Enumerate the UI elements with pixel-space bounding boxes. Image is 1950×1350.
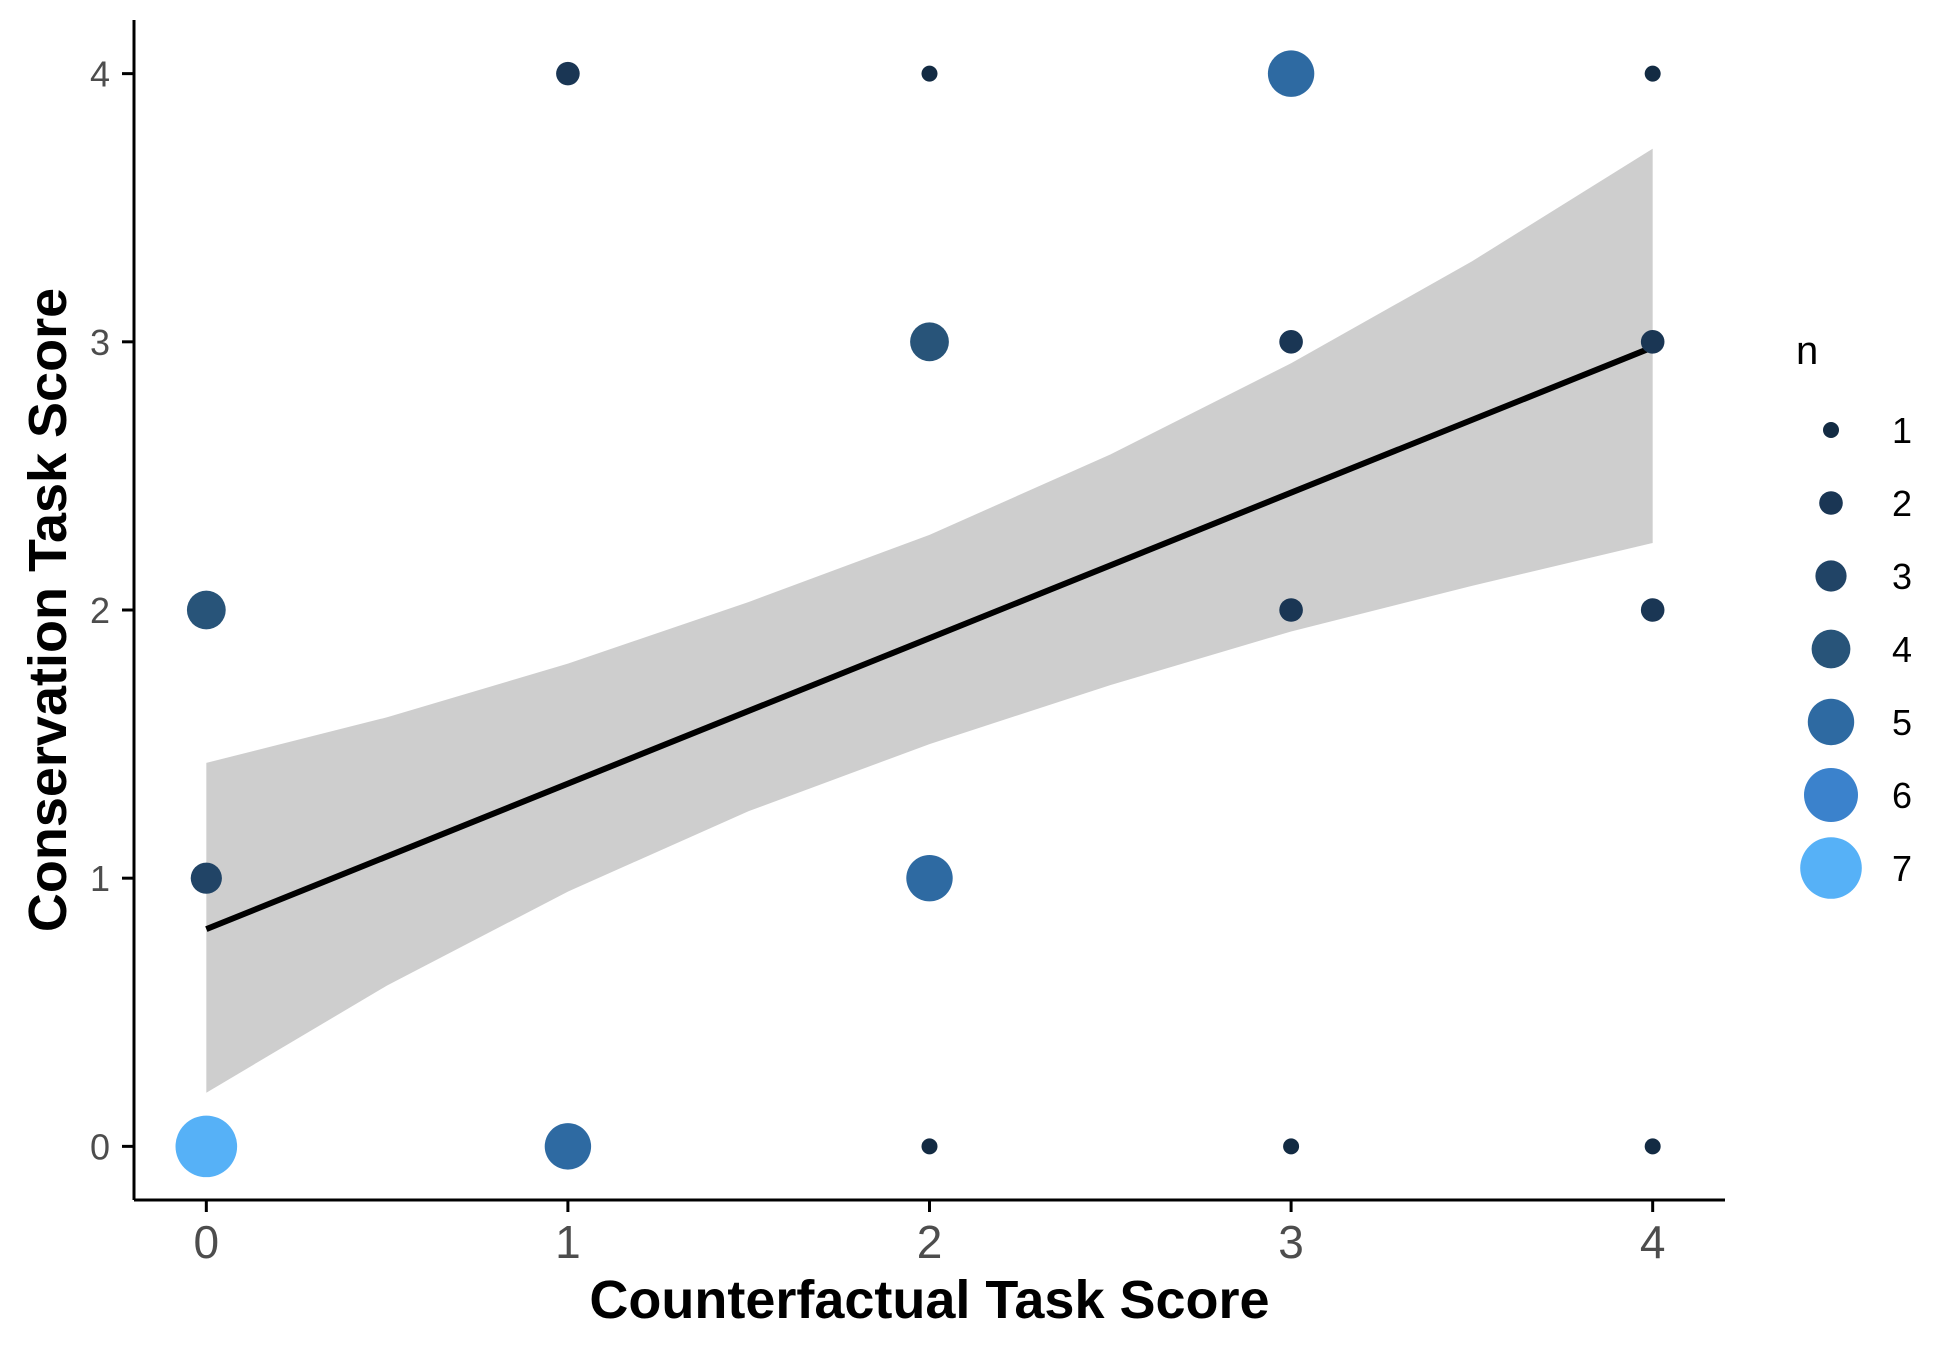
legend-label: 7 — [1892, 848, 1912, 889]
legend-key — [1807, 698, 1855, 746]
legend-label: 5 — [1892, 702, 1912, 743]
legend-key — [1823, 422, 1839, 438]
confidence-band-layer — [206, 148, 1653, 1093]
x-tick-label: 0 — [194, 1216, 220, 1268]
fit-line — [205, 344, 1654, 932]
data-point — [921, 65, 938, 82]
data-point — [910, 322, 949, 362]
y-tick-label: 0 — [90, 1126, 110, 1167]
data-point — [1279, 598, 1303, 622]
x-tick-label: 1 — [555, 1216, 581, 1268]
y-tick-label: 1 — [90, 858, 110, 899]
data-point — [1283, 1138, 1300, 1155]
x-tick-label: 2 — [917, 1216, 943, 1268]
data-point — [921, 1138, 938, 1155]
y-tick-label: 2 — [90, 590, 110, 631]
legend-label: 4 — [1892, 629, 1912, 670]
data-point — [1279, 330, 1303, 354]
legend-label: 3 — [1892, 556, 1912, 597]
data-point — [1644, 65, 1661, 82]
data-point — [175, 1115, 238, 1178]
data-point — [1644, 1138, 1661, 1155]
data-points-layer — [175, 50, 1665, 1178]
legend-label: 6 — [1892, 775, 1912, 816]
legend-key — [1819, 491, 1843, 515]
data-point — [186, 590, 226, 630]
confidence-band — [206, 148, 1653, 1093]
data-point — [906, 854, 953, 902]
legend-title: n — [1796, 329, 1818, 373]
legend-key — [1804, 768, 1858, 822]
legend-label: 1 — [1892, 410, 1912, 451]
data-point — [556, 61, 580, 86]
legend-key — [1800, 837, 1862, 899]
data-point — [1640, 598, 1665, 622]
legend: n 1 2 3 4 5 6 7 — [1796, 329, 1912, 899]
y-tick-label: 3 — [90, 322, 110, 363]
y-tick-label: 4 — [90, 54, 110, 95]
x-axis-title: Counterfactual Task Score — [589, 1270, 1269, 1330]
legend-key — [1811, 629, 1851, 669]
y-axis-title: Conservation Task Score — [18, 288, 78, 932]
data-point — [1640, 330, 1665, 354]
data-point — [190, 862, 222, 894]
axes-layer: 0 1 2 3 4 0 1 2 3 4 — [90, 20, 1725, 1268]
fit-line-layer — [205, 344, 1654, 932]
legend-label: 2 — [1892, 483, 1912, 524]
data-point — [1267, 50, 1315, 97]
x-tick-label: 3 — [1278, 1216, 1304, 1268]
x-tick-label: 4 — [1640, 1216, 1666, 1268]
legend-key — [1815, 560, 1847, 592]
data-point — [544, 1123, 592, 1170]
